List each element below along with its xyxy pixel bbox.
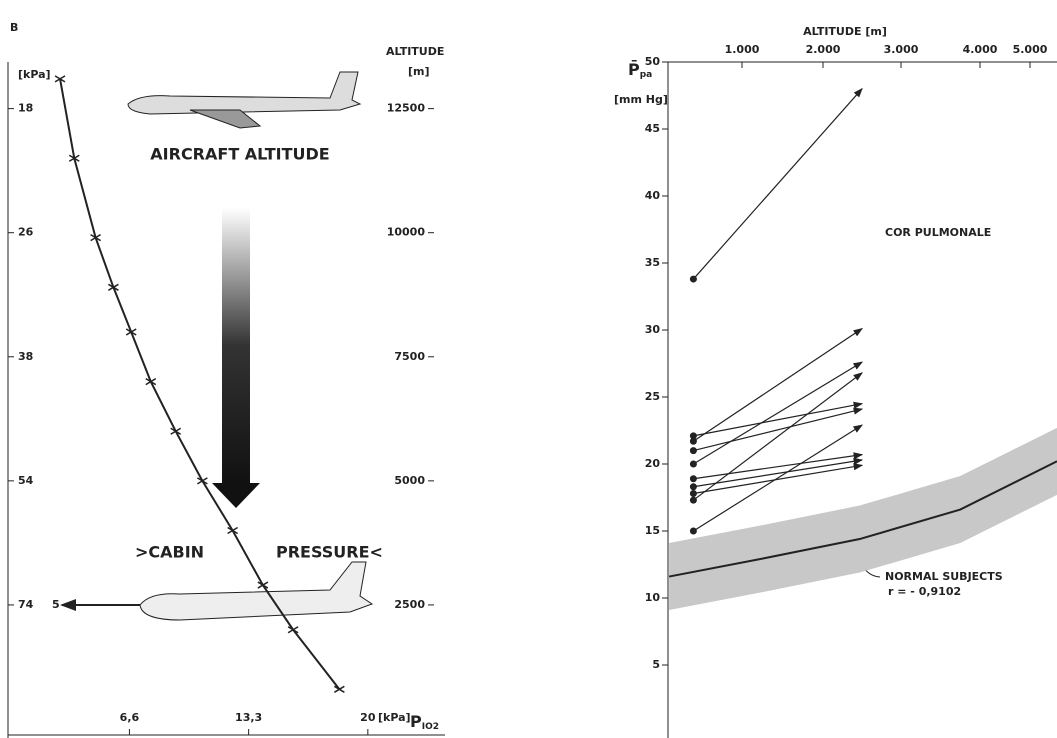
start-point: [690, 438, 697, 445]
y-tick-label: 2500: [394, 598, 425, 611]
x-tick-label: 4.000: [963, 43, 998, 56]
change-arrow: [693, 362, 862, 464]
y-unit: [mm Hg]: [614, 93, 668, 106]
x-tick-label: 20: [360, 711, 376, 724]
point-marker: [228, 527, 238, 533]
big-arrow-head: [212, 483, 260, 508]
change-arrow: [693, 404, 862, 436]
y-tick-label: 12500: [387, 102, 426, 115]
start-point: [690, 447, 697, 454]
y2-tick-label: 54: [18, 474, 34, 487]
start-point: [690, 490, 697, 497]
x-label-main: P: [410, 712, 422, 731]
annotation: NORMAL SUBJECTS: [885, 570, 1003, 583]
x-label: PIO2: [410, 712, 439, 732]
x-label: ALTITUDE [m]: [803, 25, 887, 38]
y2-tick-label: 38: [18, 350, 33, 363]
y-tick-label: 20: [645, 457, 661, 470]
point-marker: [288, 627, 298, 633]
x-unit: [kPa]: [378, 711, 411, 724]
point-marker: [258, 582, 268, 588]
start-point: [690, 276, 697, 283]
annotation: 5: [52, 598, 60, 611]
start-point: [690, 483, 697, 490]
change-arrow: [693, 460, 862, 487]
page: B [kPa] ALTITUDE [m] AIRCRAFT ALTITUDE >…: [0, 0, 1057, 738]
x-tick-label: 5.000: [1013, 43, 1048, 56]
change-arrow: [693, 373, 862, 500]
annotation: AIRCRAFT ALTITUDE: [150, 145, 329, 164]
start-point: [690, 475, 697, 482]
y-tick-label: 7500: [394, 350, 425, 363]
change-arrow: [693, 465, 862, 493]
y-tick-label: 35: [645, 256, 660, 269]
big-arrow: [222, 208, 250, 483]
change-arrow: [693, 89, 862, 279]
change-arrow: [693, 409, 862, 451]
y-label-sub: pa: [640, 70, 653, 80]
y-unit: [m]: [408, 65, 430, 78]
x-label-sub: IO2: [422, 722, 439, 732]
change-arrow: [693, 329, 862, 442]
start-point: [690, 528, 697, 535]
y2-tick-label: 74: [18, 598, 34, 611]
y2-tick-label: 26: [18, 226, 34, 239]
y-label: ALTITUDE: [386, 45, 444, 58]
y-tick-label: 5: [652, 658, 660, 671]
x-tick-label: 6,6: [120, 711, 140, 724]
x-tick-label: 2.000: [806, 43, 841, 56]
annotation: PRESSURE<: [276, 543, 383, 562]
start-point: [690, 497, 697, 504]
y-tick-label: 5000: [394, 474, 425, 487]
panel-letter: B: [10, 21, 18, 34]
annotation: r = - 0,9102: [888, 585, 961, 598]
figure: B [kPa] ALTITUDE [m] AIRCRAFT ALTITUDE >…: [0, 0, 1057, 738]
aircraft-icon: [128, 72, 360, 128]
y-tick-label: 30: [645, 323, 661, 336]
annotation: COR PULMONALE: [885, 226, 991, 239]
x-tick-label: 1.000: [725, 43, 760, 56]
y-tick-label: 10000: [387, 226, 426, 239]
y-label-main: P̄: [628, 59, 640, 79]
y-tick-label: 25: [645, 390, 660, 403]
y-tick-label: 40: [645, 189, 661, 202]
y2-unit: [kPa]: [18, 68, 51, 81]
x-tick-label: 13,3: [235, 711, 262, 724]
point-marker: [334, 686, 344, 692]
start-point: [690, 461, 697, 468]
y-tick-label: 15: [645, 524, 660, 537]
y2-tick-label: 18: [18, 102, 33, 115]
y-tick-label: 10: [645, 591, 661, 604]
change-arrow: [693, 455, 862, 479]
y-tick-label: 45: [645, 122, 660, 135]
y-tick-label: 50: [645, 55, 661, 68]
x-tick-label: 3.000: [884, 43, 919, 56]
annotation: >CABIN: [135, 543, 204, 562]
